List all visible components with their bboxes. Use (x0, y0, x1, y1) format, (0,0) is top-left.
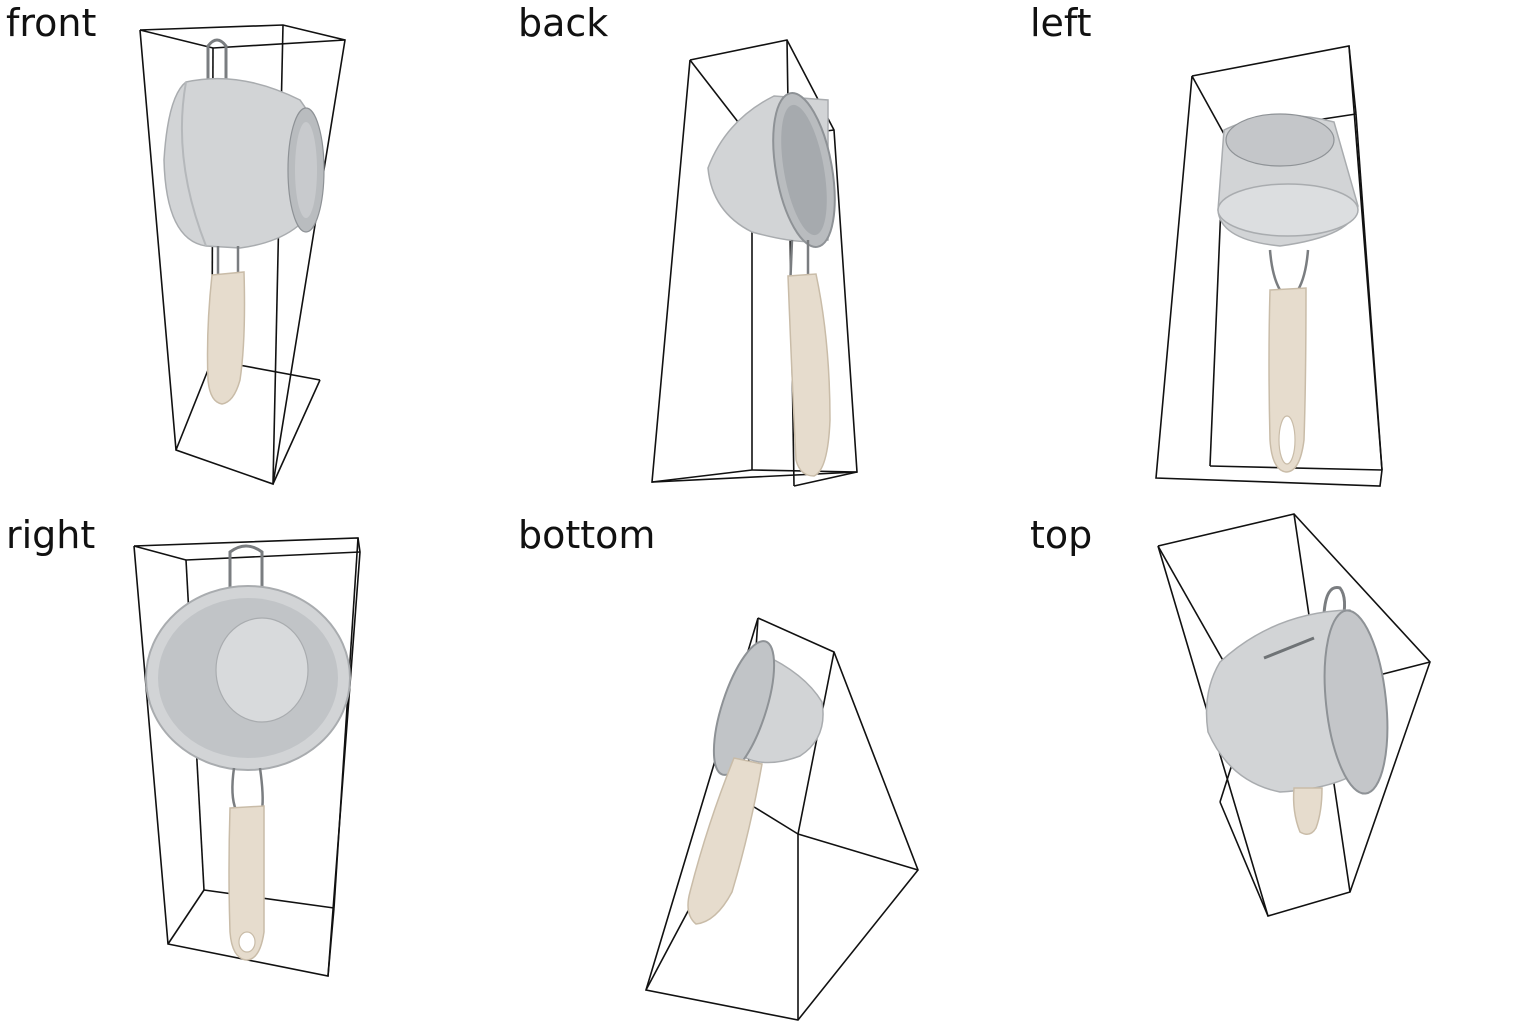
left-render (1155, 45, 1383, 487)
view-top: top (1024, 512, 1536, 1024)
strainer-bowl (707, 92, 836, 248)
handle (206, 271, 246, 405)
strainer-bowl (712, 640, 824, 776)
handle (228, 805, 265, 961)
strainer-bowl (1217, 113, 1359, 247)
wire-loop-top (228, 544, 264, 592)
view-label-top: top (1030, 513, 1093, 557)
view-bottom: bottom (512, 512, 1024, 1024)
handle (1268, 287, 1307, 473)
wire-shank (231, 767, 264, 811)
view-label-right: right (6, 513, 96, 557)
view-label-back: back (518, 1, 609, 45)
right-render (133, 537, 361, 977)
front-render (139, 24, 346, 486)
view-front: front (0, 0, 512, 512)
wire-shank (1268, 249, 1310, 291)
back-render (651, 39, 858, 487)
strainer-bowl (1205, 609, 1389, 795)
strainer-bowl (163, 77, 325, 249)
view-label-front: front (6, 1, 97, 45)
view-label-bottom: bottom (518, 513, 656, 557)
view-back: back (512, 0, 1024, 512)
strainer-bowl (145, 585, 351, 771)
view-left: left (1024, 0, 1536, 512)
handle (687, 757, 763, 925)
bottom-render (644, 617, 919, 1021)
handle (1292, 787, 1323, 835)
top-render (1157, 513, 1431, 917)
view-right: right (0, 512, 512, 1024)
view-label-left: left (1030, 1, 1092, 45)
bounding-box (133, 537, 361, 977)
handle (787, 273, 831, 477)
wire-loop-top (206, 38, 228, 82)
